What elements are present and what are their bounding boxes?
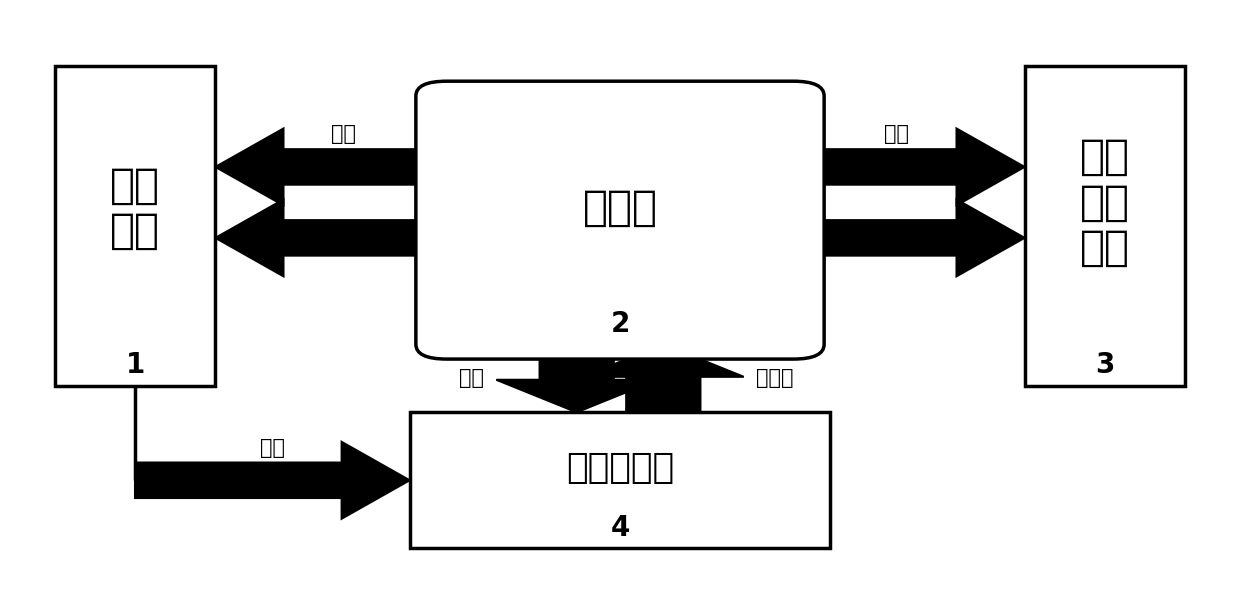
Text: 电池包: 电池包 [583, 187, 657, 229]
Text: 供电: 供电 [459, 368, 484, 388]
Text: 控制: 控制 [260, 438, 285, 458]
Text: 供电: 供电 [884, 124, 909, 144]
Text: 供电: 供电 [331, 124, 356, 144]
FancyBboxPatch shape [409, 412, 831, 548]
FancyBboxPatch shape [1024, 67, 1185, 386]
Polygon shape [583, 345, 744, 412]
FancyBboxPatch shape [415, 81, 825, 359]
Polygon shape [135, 442, 409, 519]
Text: 控制
系统: 控制 系统 [110, 165, 160, 252]
Text: 1: 1 [125, 351, 145, 379]
Polygon shape [216, 200, 446, 276]
Text: 热管理系统: 热管理系统 [565, 451, 675, 485]
Polygon shape [794, 200, 1024, 276]
Polygon shape [794, 128, 1024, 206]
FancyBboxPatch shape [55, 67, 216, 386]
Polygon shape [496, 345, 657, 412]
Text: 3: 3 [1095, 351, 1115, 379]
Polygon shape [216, 128, 446, 206]
Text: 热管理: 热管理 [756, 368, 794, 388]
Text: 4: 4 [610, 514, 630, 542]
Text: 汽车
用电
负载: 汽车 用电 负载 [1080, 136, 1130, 268]
Text: 2: 2 [610, 309, 630, 337]
